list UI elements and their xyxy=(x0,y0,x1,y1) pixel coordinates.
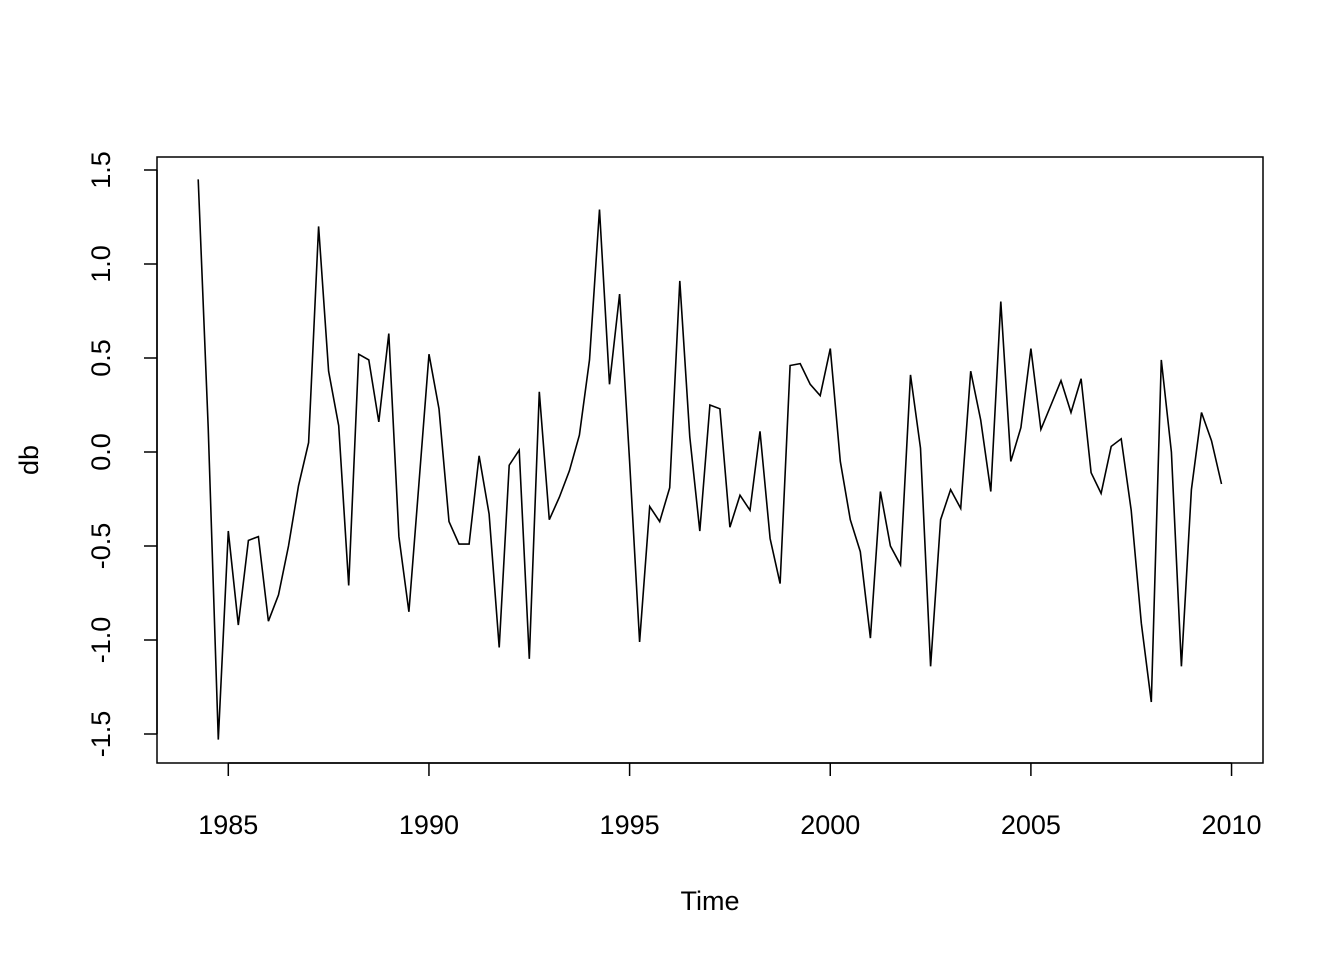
y-tick-label: -1.0 xyxy=(86,617,116,664)
x-axis-label: Time xyxy=(681,886,740,916)
x-tick-label: 1995 xyxy=(600,810,660,840)
y-tick-label: 0.0 xyxy=(86,433,116,471)
y-tick-label: 1.0 xyxy=(86,245,116,283)
x-axis: 1985 1990 1995 2000 2005 2010 xyxy=(198,762,1262,840)
y-tick-label: 0.5 xyxy=(86,339,116,377)
data-points xyxy=(198,179,1221,739)
series-line xyxy=(197,179,1223,740)
x-tick-label: 1990 xyxy=(399,810,459,840)
plot-box xyxy=(156,156,1264,764)
x-tick-label: 2000 xyxy=(800,810,860,840)
y-axis: -1.5 -1.0 -0.5 0.0 0.5 1.0 1.5 xyxy=(86,151,158,758)
y-axis-label: db xyxy=(14,445,44,475)
x-tick-label: 2005 xyxy=(1001,810,1061,840)
x-tick-label: 1985 xyxy=(198,810,258,840)
x-tick-label: 2010 xyxy=(1202,810,1262,840)
y-tick-label: 1.5 xyxy=(86,151,116,189)
y-tick-label: -0.5 xyxy=(86,523,116,570)
y-tick-label: -1.5 xyxy=(86,711,116,758)
